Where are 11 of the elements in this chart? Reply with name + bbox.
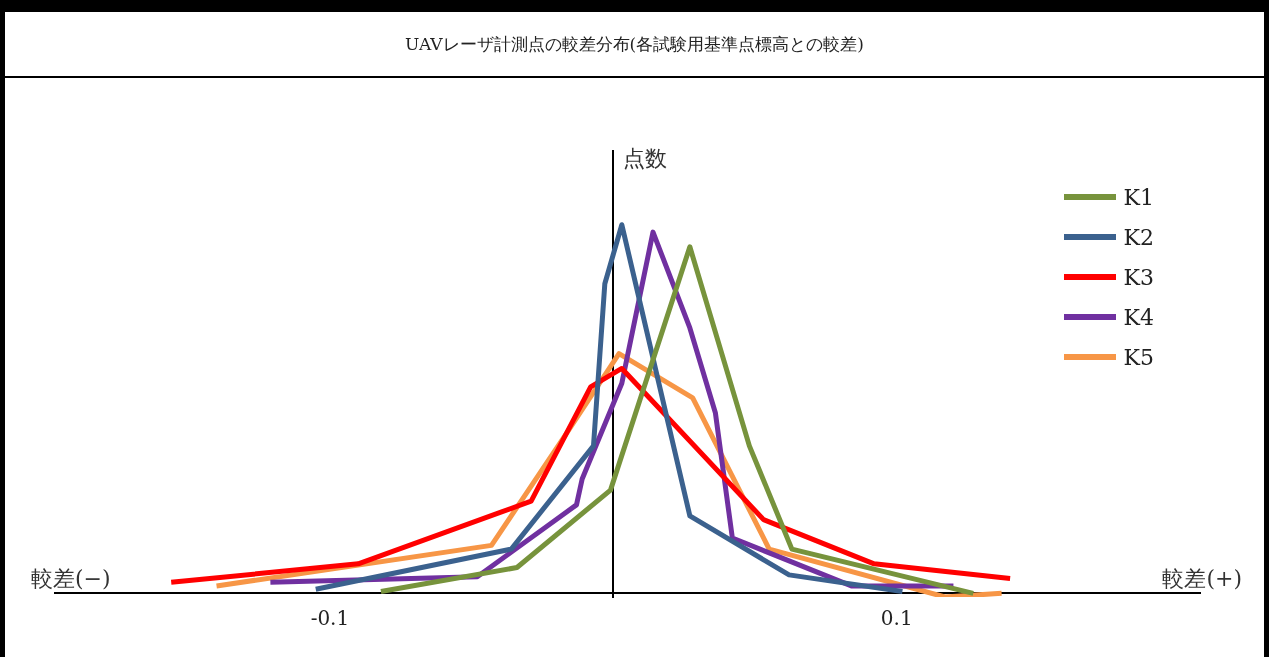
annotation: 較差(+) bbox=[1162, 566, 1242, 592]
legend-label: K4 bbox=[1123, 304, 1154, 330]
legend-label: K1 bbox=[1123, 184, 1154, 210]
chart-title: UAVレーザ計測点の較差分布(各試験用基準点標高との較差) bbox=[5, 12, 1264, 78]
legend-label: K3 bbox=[1123, 264, 1154, 290]
x-tick-label: -0.1 bbox=[310, 605, 350, 630]
y-axis-title: 点数 bbox=[623, 145, 668, 171]
x-tick-label: 0.1 bbox=[880, 605, 913, 630]
legend-label: K5 bbox=[1123, 344, 1154, 370]
legend-label: K2 bbox=[1123, 224, 1154, 250]
annotation: 較差(−) bbox=[31, 566, 111, 592]
